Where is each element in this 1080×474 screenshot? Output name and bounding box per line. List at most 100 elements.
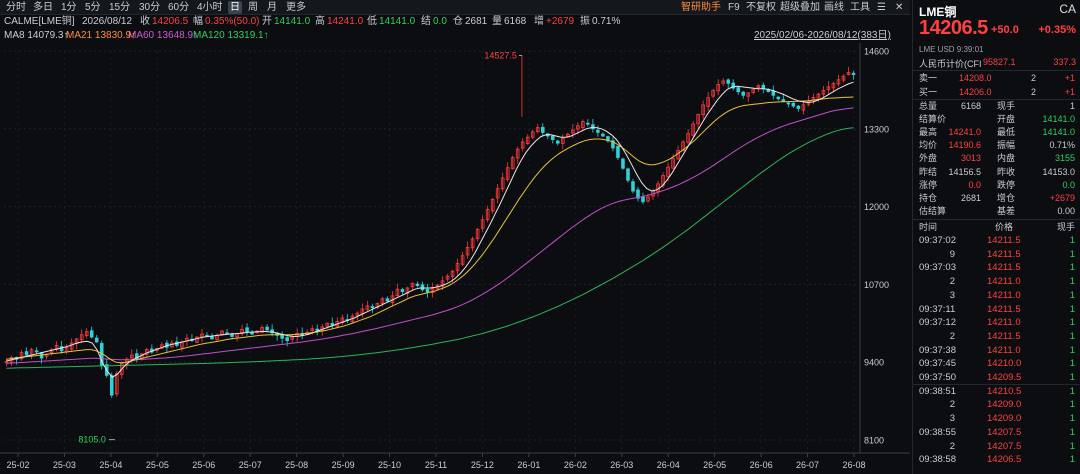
tick-time: 09:37:11 (919, 303, 956, 315)
candle-body (686, 133, 690, 143)
period-tab-timeshare[interactable]: 分时 (6, 2, 26, 13)
rmb-price-change: 337.3 (1053, 57, 1076, 67)
instrument-name: LME铜 (919, 5, 957, 19)
stats-row: 昨结 14156.5 昨收 14153.0 (913, 167, 1080, 179)
smart-assistant-button[interactable]: 智研助手 (681, 2, 721, 13)
vol-value: 6168 (504, 16, 527, 27)
tick-time: 2 (949, 440, 955, 452)
y-tick-label: 10700 (864, 280, 889, 290)
period-tab-month[interactable]: 月 (267, 2, 277, 13)
no-rights-adjust-button[interactable]: 不复权 (746, 2, 776, 13)
stats-row: 持仓 2681 增仓 +2679 (913, 193, 1080, 205)
stats-value: 0.0 (968, 179, 981, 190)
candle-body (455, 263, 460, 272)
x-tick-label: 26-01 (517, 460, 540, 470)
tick-qty: 1 (1069, 303, 1075, 315)
candle-body (796, 105, 801, 109)
period-tab-15min[interactable]: 15分 (109, 2, 131, 13)
tick-qty: 1 (1069, 413, 1075, 425)
candle-body (290, 336, 294, 340)
candle-body (400, 289, 405, 292)
candle-body (114, 373, 119, 395)
tools-button[interactable]: 工具 (850, 2, 870, 13)
tick-row: 2 14209.0 1 (913, 398, 1080, 412)
candle-body (711, 90, 715, 97)
tick-time: 3 (949, 413, 955, 425)
candle-body (160, 344, 164, 349)
tick-row: 09:37:50 14209.5 1 (913, 371, 1080, 385)
candle-body (636, 189, 640, 199)
collapse-icon[interactable]: ☰ (877, 2, 886, 13)
period-tab-day[interactable]: 日 (228, 1, 242, 14)
period-tab-60min[interactable]: 60分 (168, 2, 190, 13)
tick-price: 14207.5 (987, 440, 1022, 452)
stats-value: 14190.6 (948, 140, 981, 151)
tick-row: 3 14209.0 1 (913, 412, 1080, 426)
candle-body (626, 168, 630, 181)
period-tab-week[interactable]: 周 (248, 2, 258, 13)
candle-body (385, 298, 390, 302)
tick-row: 09:37:11 14211.5 1 (913, 303, 1080, 317)
chart-background (0, 43, 910, 474)
period-tab-multiday[interactable]: 多日 (33, 2, 53, 13)
tick-time: 2 (949, 399, 955, 411)
ticks-head-qty: 现手 (1056, 222, 1075, 232)
tick-qty: 1 (1069, 454, 1075, 466)
open-value: 14141.0 (274, 16, 311, 27)
candle-body (450, 270, 455, 278)
candle-body (365, 305, 370, 310)
tick-qty: 1 (1069, 344, 1075, 356)
bar-date: 2026/08/12 (82, 16, 133, 27)
low-value: 14141.0 (379, 16, 416, 27)
candle-body (591, 124, 595, 130)
x-tick-label: 26-08 (842, 460, 865, 470)
stats-value: 1 (1069, 101, 1075, 111)
ma120-line (6, 127, 854, 369)
stats-label: 最低 (997, 127, 1016, 138)
candle-body (535, 127, 540, 133)
tick-row: 2 14211.0 1 (913, 275, 1080, 289)
ma8-line (6, 81, 854, 378)
candle-body (616, 145, 620, 158)
divider (913, 383, 1080, 385)
period-tab-5min[interactable]: 5分 (85, 2, 101, 13)
tick-time: 9 (949, 248, 955, 260)
stats-label: 结算价 (919, 114, 947, 125)
tick-qty: 1 (1069, 276, 1075, 288)
period-tab-1min[interactable]: 1分 (61, 2, 77, 13)
candle-body (701, 104, 705, 116)
price-change-pct: +0.35% (1038, 24, 1076, 36)
date-range-label[interactable]: 2025/02/06-2026/08/12(383日) (754, 30, 891, 41)
period-toolbar: 分时 多日 1分 5分 15分 30分 60分 4小时 日 周 月 更多 智研助… (0, 0, 910, 15)
tick-row: 2 14211.5 1 (913, 330, 1080, 344)
tick-qty: 1 (1069, 385, 1075, 397)
close-icon[interactable]: ✕ (895, 2, 904, 13)
tick-time: 09:38:55 (919, 426, 956, 438)
candle-body (425, 288, 430, 293)
candle-body (49, 349, 54, 354)
tick-price: 14211.5 (987, 262, 1021, 274)
tick-price: 14211.0 (987, 317, 1021, 329)
tick-time: 2 (949, 330, 955, 342)
x-tick-label: 25-07 (239, 460, 262, 470)
period-tab-30min[interactable]: 30分 (139, 2, 161, 13)
super-overlay-button[interactable]: 超级叠加 (780, 2, 820, 13)
f9-button[interactable]: F9 (728, 2, 740, 13)
candle-body (69, 342, 74, 350)
candle-body (571, 129, 575, 134)
candle-body (561, 137, 565, 144)
kline-chart-svg[interactable]: 14600 13300 12000 10700 9400 8100 25-02 25-03 25… (0, 43, 910, 474)
period-tab-4hour[interactable]: 4小时 (197, 2, 223, 13)
tick-row: 09:37:02 14211.5 1 (913, 234, 1080, 248)
tick-time: 3 (949, 289, 955, 301)
close-value: 14206.5 (152, 16, 189, 27)
draw-line-button[interactable]: 画线 (824, 2, 844, 13)
kline-chart[interactable]: 14600 13300 12000 10700 9400 8100 25-02 25-03 25… (0, 43, 910, 474)
bid-qty: 2 (1031, 87, 1037, 97)
period-tab-more[interactable]: 更多 (286, 2, 306, 13)
ma120-legend: MA120 13319.1↑ (193, 30, 269, 41)
x-tick-label: 25-09 (332, 460, 355, 470)
open-label: 开 (262, 16, 272, 27)
rmb-price-value: 95827.1 (983, 57, 1016, 67)
stats-label: 开盘 (997, 114, 1016, 125)
